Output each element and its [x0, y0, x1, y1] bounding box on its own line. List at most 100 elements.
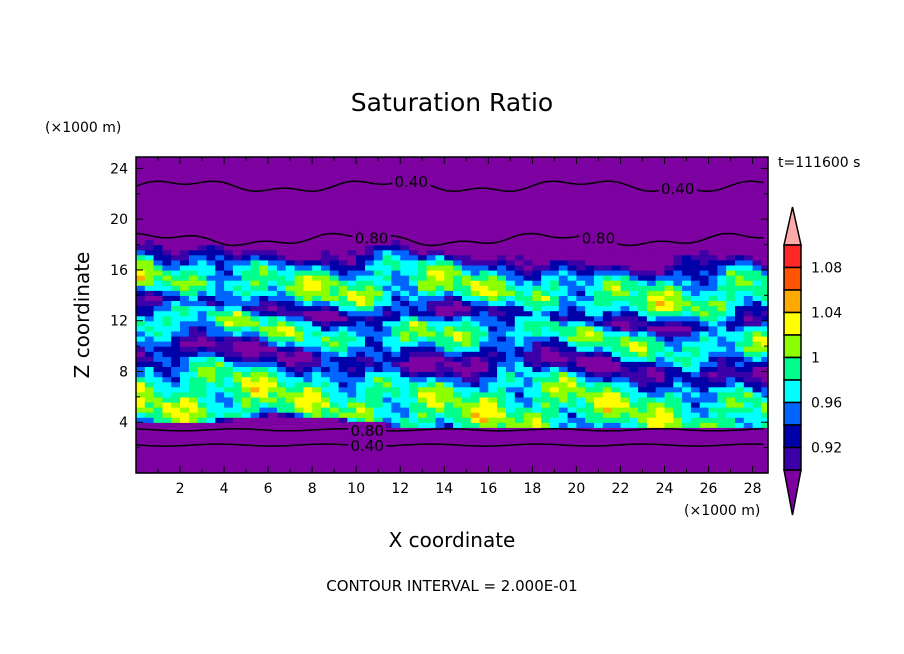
field-cell — [347, 315, 357, 322]
field-cell — [162, 249, 172, 256]
field-cell — [426, 452, 437, 459]
field-cell — [321, 376, 331, 383]
field-cell — [735, 214, 745, 220]
field-cell — [567, 275, 577, 281]
field-cell — [365, 295, 375, 301]
field-cell — [646, 173, 657, 180]
field-cell — [444, 432, 454, 439]
field-cell — [206, 244, 216, 251]
field-cell — [506, 173, 516, 180]
field-cell — [136, 198, 146, 205]
field-cell — [303, 346, 313, 352]
field-cell — [735, 401, 745, 408]
field-cell — [514, 259, 525, 266]
field-cell — [409, 366, 419, 373]
field-cell — [479, 188, 489, 195]
chart-title: Saturation Ratio — [350, 88, 554, 117]
field-cell — [347, 381, 357, 388]
field-cell — [268, 157, 278, 159]
field-cell — [435, 168, 445, 175]
field-cell — [594, 188, 604, 195]
field-cell — [144, 285, 155, 291]
field-cell — [567, 239, 577, 246]
field-cell — [268, 386, 278, 393]
field-cell — [232, 295, 243, 301]
field-cell — [585, 178, 595, 185]
field-cell — [171, 300, 181, 307]
field-cell — [479, 290, 489, 296]
field-cell — [294, 437, 304, 444]
field-cell — [550, 396, 560, 403]
field-cell — [629, 361, 639, 367]
field-cell — [708, 346, 718, 352]
field-cell — [197, 462, 208, 469]
field-cell — [761, 300, 769, 307]
field-cell — [514, 168, 525, 175]
field-cell — [382, 275, 392, 281]
field-cell — [365, 157, 375, 159]
field-cell — [197, 300, 208, 307]
field-cell — [497, 168, 507, 175]
field-cell — [232, 366, 243, 373]
field-cell — [699, 371, 710, 378]
field-cell — [743, 330, 754, 337]
field-cell — [752, 275, 762, 281]
field-cell — [488, 158, 498, 164]
field-cell — [497, 224, 507, 230]
field-cell — [761, 351, 769, 357]
field-cell — [532, 285, 542, 291]
field-cell — [268, 407, 278, 413]
field-cell — [171, 462, 181, 469]
field-cell — [488, 325, 498, 332]
field-cell — [162, 381, 172, 388]
field-cell — [664, 234, 674, 241]
field-cell — [514, 280, 525, 286]
field-cell — [444, 361, 454, 367]
field-cell — [479, 356, 489, 362]
field-cell — [136, 335, 146, 342]
field-cell — [285, 386, 296, 393]
field-cell — [197, 386, 208, 393]
field-cell — [312, 249, 322, 256]
field-cell — [197, 178, 208, 185]
field-cell — [664, 219, 674, 225]
field-cell — [752, 432, 762, 439]
field-cell — [514, 254, 525, 261]
field-cell — [312, 158, 322, 164]
field-cell — [673, 229, 683, 235]
field-cell — [259, 188, 269, 195]
field-cell — [276, 285, 287, 291]
field-cell — [514, 432, 525, 439]
field-cell — [259, 467, 269, 474]
field-cell — [180, 437, 190, 444]
field-cell — [576, 275, 586, 281]
field-cell — [532, 412, 542, 418]
field-cell — [232, 269, 243, 276]
field-cell — [664, 401, 674, 408]
field-cell — [461, 417, 472, 423]
field-cell — [444, 229, 454, 235]
field-cell — [488, 285, 498, 291]
field-cell — [197, 320, 208, 327]
field-cell — [611, 366, 622, 373]
field-cell — [144, 229, 155, 235]
field-cell — [550, 198, 560, 205]
field-cell — [532, 457, 542, 464]
field-cell — [259, 457, 269, 464]
field-cell — [461, 188, 472, 195]
field-cell — [541, 280, 551, 286]
field-cell — [215, 335, 225, 342]
field-cell — [690, 407, 701, 413]
field-cell — [276, 412, 287, 418]
field-cell — [470, 198, 481, 205]
field-cell — [197, 224, 208, 230]
field-cell — [268, 310, 278, 317]
field-cell — [268, 467, 278, 474]
field-cell — [453, 310, 463, 317]
field-cell — [276, 346, 287, 352]
field-cell — [294, 178, 304, 185]
field-cell — [409, 386, 419, 393]
field-cell — [338, 193, 348, 200]
field-cell — [224, 427, 234, 433]
field-cell — [585, 295, 595, 301]
